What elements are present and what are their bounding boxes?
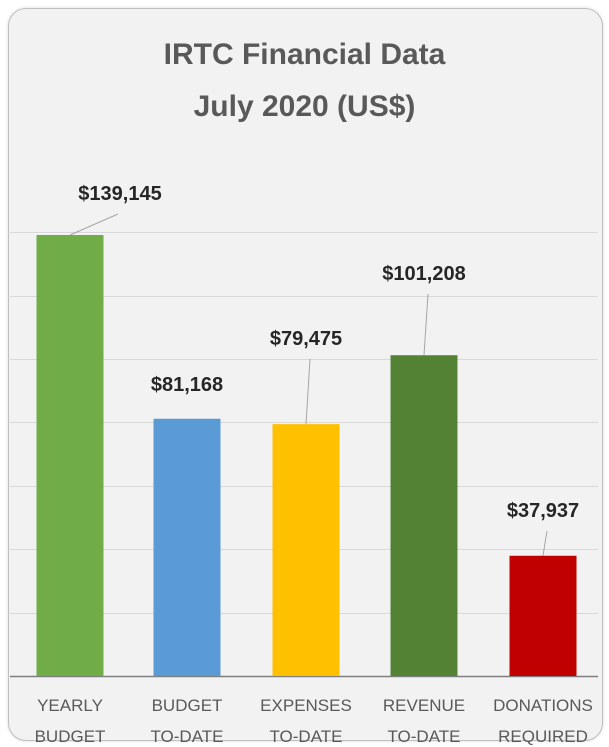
bar-5 <box>509 555 577 676</box>
chart-title-line-2: July 2020 (US$) <box>193 90 416 123</box>
leader-line-5 <box>542 530 548 556</box>
data-label-1: $139,145 <box>78 183 161 205</box>
data-label-3: $79,475 <box>270 328 342 350</box>
data-label-4: $101,208 <box>382 263 465 285</box>
leader-line-4 <box>423 293 429 356</box>
category-label-3-line-2: TO-DATE <box>269 727 342 746</box>
category-label-4-line-1: REVENUE <box>383 696 465 715</box>
category-label-1-line-1: YEARLY <box>37 696 103 715</box>
leader-line-1 <box>69 213 119 236</box>
bar-3 <box>272 424 340 676</box>
bar-2 <box>153 418 221 676</box>
data-label-5: $37,937 <box>507 500 579 522</box>
bar-1 <box>36 235 104 676</box>
leader-line-3 <box>305 358 311 425</box>
category-label-2-line-1: BUDGET <box>152 696 223 715</box>
bar-4 <box>390 355 458 676</box>
chart-title-line-1: IRTC Financial Data <box>163 38 446 71</box>
category-label-3-line-1: EXPENSES <box>260 696 352 715</box>
category-label-2-line-2: TO-DATE <box>150 727 223 746</box>
data-label-2: $81,168 <box>151 374 223 396</box>
category-label-5-line-2: REQUIRED <box>498 727 588 746</box>
category-label-4-line-2: TO-DATE <box>387 727 460 746</box>
category-label-5-line-1: DONATIONS <box>493 696 593 715</box>
category-label-1-line-2: BUDGET <box>35 727 106 746</box>
